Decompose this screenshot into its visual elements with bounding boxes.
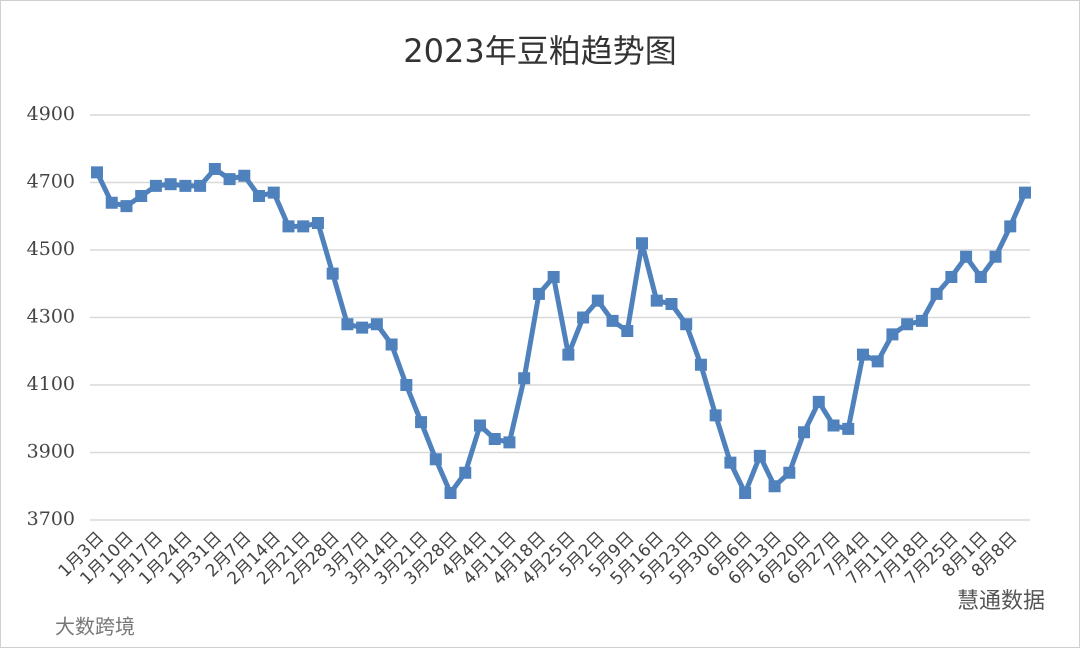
- marker: [223, 173, 236, 186]
- marker: [901, 318, 914, 331]
- marker: [694, 358, 707, 371]
- watermark: 慧通数据: [957, 589, 1045, 614]
- marker: [503, 436, 516, 449]
- y-tick-label: 4700: [27, 171, 75, 193]
- marker: [871, 355, 884, 368]
- marker: [636, 237, 649, 250]
- watermark: 大数跨境: [55, 615, 135, 639]
- marker: [238, 169, 251, 182]
- marker: [827, 419, 840, 432]
- marker: [886, 328, 899, 341]
- y-tick-label: 3900: [27, 441, 75, 463]
- marker: [429, 453, 442, 466]
- marker: [606, 314, 619, 327]
- y-tick-label: 4300: [27, 306, 75, 328]
- marker: [1019, 186, 1031, 199]
- marker: [297, 220, 310, 233]
- marker: [768, 480, 781, 493]
- chart-title: 2023年豆粕趋势图: [403, 32, 676, 70]
- marker: [930, 287, 943, 300]
- marker: [179, 179, 192, 192]
- marker: [532, 287, 545, 300]
- line: [94, 166, 1028, 496]
- marker: [547, 271, 560, 283]
- marker: [650, 294, 663, 307]
- marker: [473, 419, 486, 432]
- marker: [356, 321, 369, 334]
- marker: [385, 338, 398, 351]
- y-tick-label: 4900: [27, 103, 75, 125]
- marker: [753, 449, 766, 462]
- marker: [444, 487, 457, 499]
- marker: [798, 426, 811, 439]
- marker: [856, 348, 869, 361]
- marker: [1004, 220, 1017, 233]
- marker: [621, 325, 634, 337]
- marker: [149, 179, 162, 192]
- marker: [120, 200, 133, 213]
- marker: [812, 395, 825, 408]
- y-tick-label: 4100: [27, 373, 75, 395]
- marker: [208, 163, 221, 175]
- y-tick-label: 4500: [27, 238, 75, 260]
- marker: [400, 379, 413, 391]
- marker: [135, 190, 148, 202]
- marker: [459, 466, 472, 479]
- marker: [577, 311, 590, 324]
- marker: [724, 456, 737, 469]
- marker: [915, 314, 928, 327]
- marker: [326, 267, 339, 280]
- marker: [591, 294, 604, 307]
- marker: [518, 372, 531, 385]
- marker: [945, 271, 958, 283]
- marker: [842, 422, 855, 435]
- marker: [709, 409, 722, 422]
- marker: [562, 348, 575, 361]
- marker: [989, 250, 1002, 263]
- marker: [194, 179, 207, 192]
- marker: [370, 318, 383, 331]
- marker: [282, 220, 295, 233]
- marker: [105, 196, 118, 209]
- marker: [91, 166, 103, 179]
- marker: [974, 271, 987, 283]
- marker: [783, 466, 796, 479]
- marker: [267, 186, 280, 199]
- marker: [164, 178, 177, 191]
- marker: [665, 298, 678, 310]
- marker: [415, 416, 428, 429]
- marker: [960, 250, 973, 263]
- marker: [253, 190, 266, 202]
- marker: [739, 487, 752, 499]
- y-tick-label: 3700: [27, 508, 75, 530]
- marker: [488, 433, 501, 445]
- marker: [341, 318, 354, 331]
- marker: [311, 217, 324, 229]
- marker: [680, 318, 693, 331]
